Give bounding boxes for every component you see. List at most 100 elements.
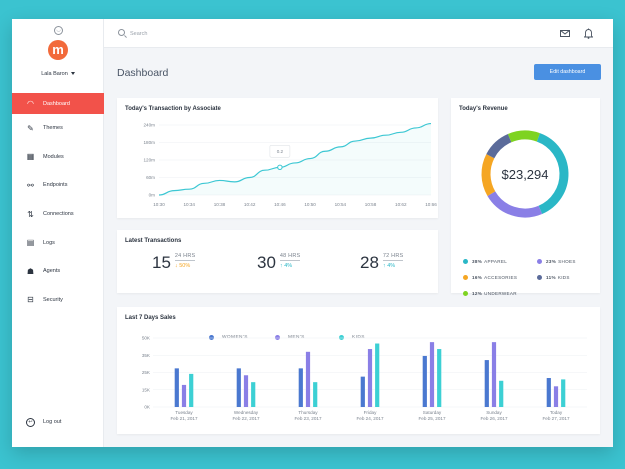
x-tick-label: 10:30 bbox=[153, 202, 165, 207]
legend-name: UNDERWEAR bbox=[484, 291, 517, 296]
bar bbox=[499, 380, 504, 407]
legend-percent: 16% bbox=[472, 275, 483, 280]
sidebar-item-label: Agents bbox=[43, 268, 61, 275]
bar bbox=[367, 349, 373, 407]
y-tick-label: 25K bbox=[142, 370, 151, 375]
y-tick-label: 180m bbox=[144, 140, 156, 145]
donut-slice bbox=[487, 191, 543, 218]
transaction-delta: ↑ 4% bbox=[382, 263, 396, 269]
revenue-legend-item: 16% ACCESORIES bbox=[463, 275, 517, 280]
legend-dot bbox=[537, 259, 542, 264]
legend-dot bbox=[463, 275, 468, 280]
x-tick-label: 10:42 bbox=[244, 202, 256, 207]
transaction-count: 28 bbox=[360, 253, 379, 272]
y-tick-label: 50K bbox=[142, 336, 151, 341]
x-tick-date: Feb 22, 2017 bbox=[232, 416, 260, 421]
bar bbox=[375, 343, 380, 407]
tooltip-value: 0.2 bbox=[277, 149, 284, 154]
bar bbox=[313, 382, 318, 407]
legend-name: KIDS bbox=[557, 275, 570, 280]
sidebar-item-agents[interactable]: ☗ Agents bbox=[12, 257, 104, 286]
sidebar-item-dashboard[interactable]: ◠ Dashboard bbox=[12, 93, 104, 114]
mail-icon[interactable] bbox=[560, 30, 570, 37]
user-menu[interactable]: Lala Baron bbox=[12, 71, 104, 77]
transaction-detail: 48 HRS ↑ 4% bbox=[279, 253, 301, 269]
chevron-down-icon bbox=[70, 72, 75, 76]
bar bbox=[236, 368, 241, 407]
sales-chart-title: Last 7 Days Sales bbox=[125, 315, 176, 321]
x-tick-label: 10:38 bbox=[214, 202, 226, 207]
search-input[interactable] bbox=[130, 28, 330, 39]
x-tick-label: 10:46 bbox=[274, 202, 286, 207]
connections-icon: ⇅ bbox=[27, 209, 34, 219]
transaction-delta: ↓ 50% bbox=[174, 263, 191, 269]
y-tick-label: 120m bbox=[144, 158, 156, 163]
sidebar-item-security[interactable]: ⊟ Security bbox=[12, 286, 104, 315]
bell-icon[interactable] bbox=[584, 28, 593, 39]
page-title: Dashboard bbox=[117, 67, 169, 79]
legend-percent: 23% bbox=[546, 259, 557, 264]
transactions-chart-title: Today's Transaction by Associate bbox=[125, 106, 221, 112]
revenue-card: Today's Revenue $23,294 38% APPAREL 23% SHO… bbox=[451, 98, 600, 296]
transactions-chart-card: Today's Transaction by Associate 0m 60m 12… bbox=[117, 98, 438, 218]
revenue-title: Today's Revenue bbox=[459, 106, 508, 112]
smiley-logo-icon: ◡ bbox=[54, 26, 63, 35]
transaction-stat: 28 72 HRS ↑ 4% bbox=[360, 253, 404, 272]
sidebar-item-label: Logs bbox=[43, 239, 55, 246]
transaction-stat: 30 48 HRS ↑ 4% bbox=[257, 253, 301, 272]
sidebar-item-label: Security bbox=[43, 296, 63, 303]
latest-transactions-card: Latest Transactions 15 24 HRS ↓ 50% 30 48 HR… bbox=[117, 230, 438, 293]
lock-icon: ⊟ bbox=[27, 295, 34, 305]
legend-percent: 38% bbox=[472, 259, 483, 264]
x-tick-label: Sunday bbox=[486, 410, 502, 415]
transaction-period: 72 HRS bbox=[382, 253, 404, 261]
transaction-stat: 15 24 HRS ↓ 50% bbox=[152, 253, 196, 272]
sidebar-item-modules[interactable]: ▦ Modules bbox=[12, 143, 104, 172]
sidebar-item-themes[interactable]: ✎ Themes bbox=[12, 114, 104, 143]
bar bbox=[243, 375, 249, 407]
bar bbox=[553, 386, 559, 407]
legend-name: KIDS bbox=[352, 335, 365, 340]
transaction-delta: ↑ 4% bbox=[279, 263, 293, 269]
revenue-total: $23,294 bbox=[502, 167, 549, 182]
dashboard-gauge-icon: ◠ bbox=[27, 99, 34, 108]
sidebar-item-endpoints[interactable]: ⚯ Endpoints bbox=[12, 171, 104, 200]
sidebar-item-connections[interactable]: ⇅ Connections bbox=[12, 200, 104, 229]
sidebar-item-logs[interactable]: ▤ Logs bbox=[12, 228, 104, 257]
legend-dot bbox=[463, 259, 468, 264]
logout-button[interactable]: ↩ Log out bbox=[12, 415, 104, 429]
latest-transactions-title: Latest Transactions bbox=[125, 238, 182, 244]
bar bbox=[491, 342, 497, 407]
bar bbox=[484, 360, 489, 407]
x-tick-date: Feb 24, 2017 bbox=[356, 416, 384, 421]
x-tick-label: Thursday bbox=[298, 410, 318, 415]
sidebar-item-label: Connections bbox=[43, 211, 74, 218]
revenue-legend-item: 23% SHOES bbox=[537, 259, 576, 264]
legend-name: MEN'S bbox=[288, 335, 305, 340]
transaction-detail: 24 HRS ↓ 50% bbox=[174, 253, 196, 269]
edit-dashboard-button[interactable]: Edit dashboard bbox=[534, 64, 601, 80]
donut-slice bbox=[536, 133, 569, 214]
avatar[interactable]: m bbox=[48, 40, 68, 60]
revenue-donut-chart: $23,294 bbox=[481, 130, 569, 218]
bar bbox=[429, 342, 435, 407]
modules-grid-icon: ▦ bbox=[26, 152, 35, 162]
y-tick-label: 0m bbox=[149, 193, 156, 198]
legend-percent: 12% bbox=[472, 291, 483, 296]
x-tick-label: 10:58 bbox=[365, 202, 377, 207]
x-tick-label: 10:50 bbox=[304, 202, 316, 207]
bar bbox=[360, 376, 365, 407]
logout-label: Log out bbox=[43, 419, 62, 425]
x-tick-label: Saturday bbox=[423, 410, 442, 415]
transaction-period: 24 HRS bbox=[174, 253, 196, 261]
bar bbox=[298, 368, 303, 407]
bar bbox=[561, 379, 566, 407]
x-tick-date: Feb 26, 2017 bbox=[480, 416, 508, 421]
donut-slice bbox=[481, 154, 496, 196]
endpoints-icon: ⚯ bbox=[27, 180, 34, 190]
donut-slice bbox=[486, 134, 512, 159]
legend-name: SHOES bbox=[558, 259, 576, 264]
bar bbox=[437, 349, 442, 407]
user-name: Lala Baron bbox=[41, 71, 68, 77]
transaction-count: 15 bbox=[152, 253, 171, 272]
